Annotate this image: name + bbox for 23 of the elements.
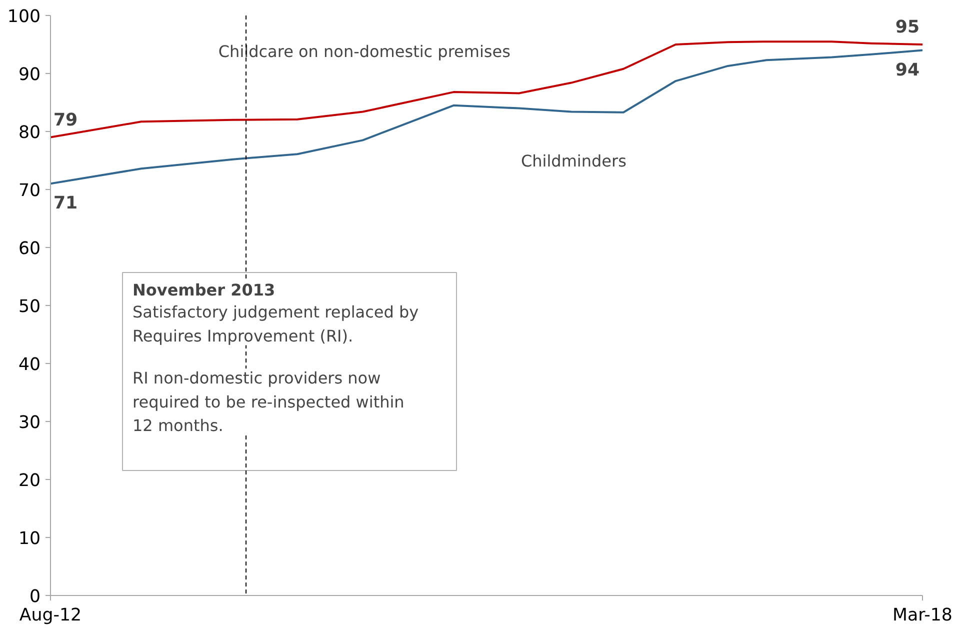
ref-line-label: November 2013: [132, 280, 276, 300]
annotation: RI non-domestic providers now required to be re-inspected within 12 months.: [132, 368, 404, 435]
data-label: 95: [895, 18, 920, 38]
y-tick-label: 50: [18, 297, 41, 317]
y-tick-label: 0: [29, 587, 41, 607]
data-label: 79: [54, 110, 78, 130]
y-tick-label: 70: [18, 181, 41, 201]
y-tick-label: 10: [18, 529, 41, 549]
x-tick-label: Mar-18: [892, 606, 952, 626]
y-tick-label: 20: [18, 471, 41, 491]
y-tick-label: 80: [18, 123, 41, 143]
y-tick-label: 100: [7, 7, 41, 27]
text: Childminders: [520, 152, 626, 171]
y-tick-label: 30: [18, 413, 41, 433]
line-series: [50, 40, 922, 138]
y-tick-label: 60: [18, 239, 41, 259]
text: Childcare on non-domestic premises: [218, 42, 510, 61]
x-tick-label: Aug-12: [19, 606, 82, 626]
data-label: 94: [895, 60, 920, 80]
data-label: 71: [54, 194, 78, 214]
y-tick-label: 90: [18, 65, 41, 85]
annotation: Satisfactory judgement replaced by Requires Improvement (RI).: [132, 302, 419, 346]
y-tick-label: 40: [18, 355, 41, 375]
